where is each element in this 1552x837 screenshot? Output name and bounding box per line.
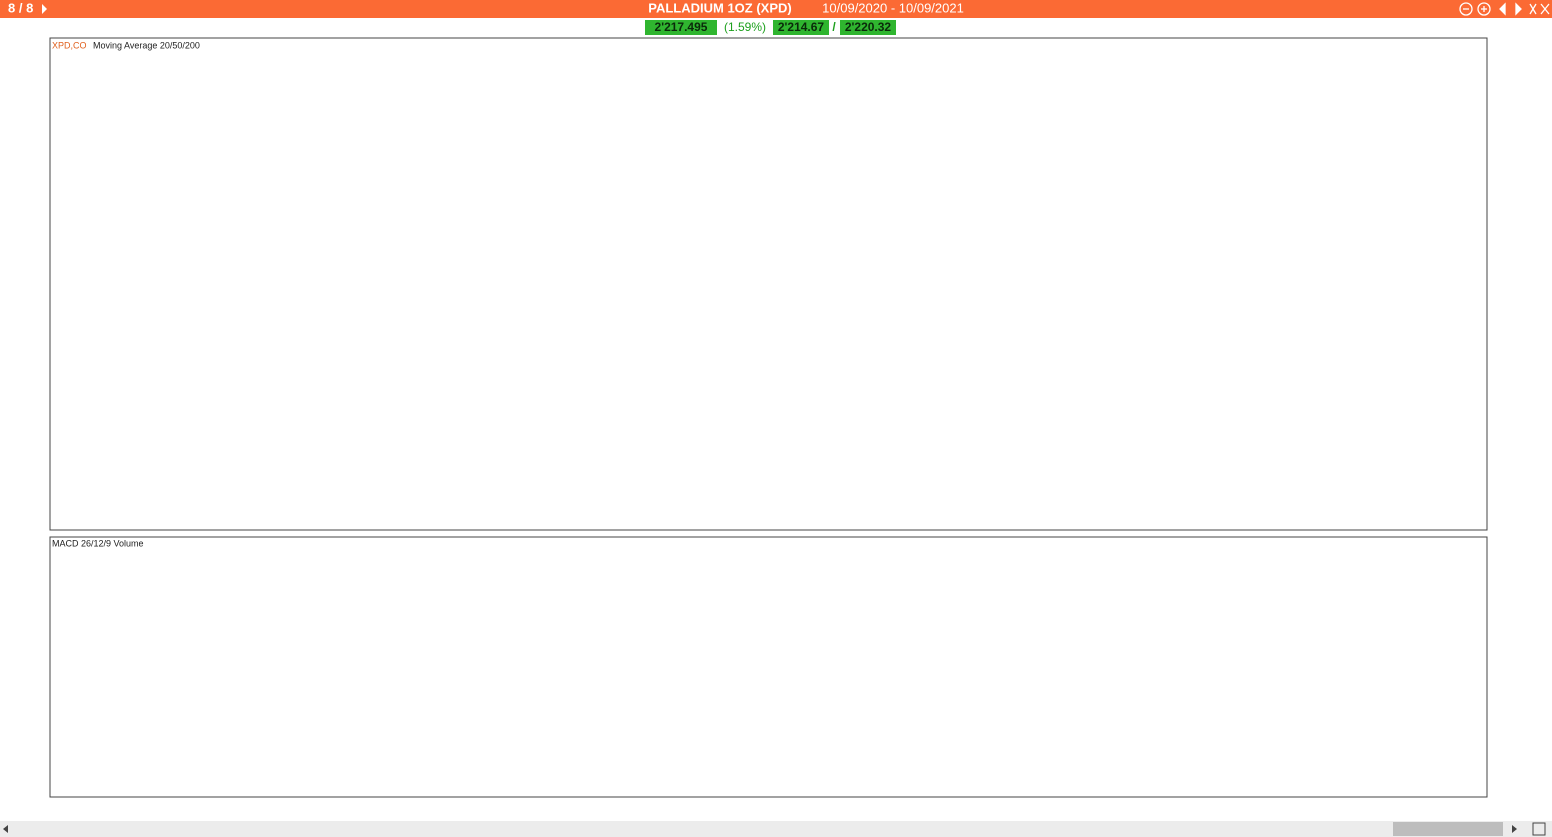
scroll-left[interactable]	[3, 825, 8, 833]
prev-button[interactable]	[1499, 2, 1506, 16]
page-counter: 8 / 8	[8, 0, 33, 15]
indicator-label: MACD 26/12/9 Volume	[52, 538, 144, 548]
macd-panel-frame	[49, 536, 1488, 798]
scroll-thumb[interactable]	[1393, 822, 1503, 836]
header-bar	[0, 0, 1552, 18]
bid-box	[773, 20, 829, 35]
ask-price: 2'220.32	[845, 20, 892, 34]
change-percent: (1.59%)	[724, 20, 766, 34]
main-panel-frame	[49, 37, 1488, 531]
window-controls	[1459, 2, 1550, 16]
zoom-in[interactable]	[1477, 2, 1491, 16]
expand-button[interactable]	[1529, 3, 1537, 15]
zoom-out[interactable]	[1459, 2, 1473, 16]
indicator-label: Moving Average 20/50/200	[93, 40, 200, 50]
settings-icon[interactable]	[1532, 822, 1546, 836]
scroll-right[interactable]	[1512, 825, 1517, 833]
bid-price: 2'214.67	[778, 20, 825, 34]
scrollbar[interactable]	[0, 821, 1552, 837]
last-price-box	[645, 20, 717, 35]
last-price: 2'217.495	[655, 20, 708, 34]
date-range: 10/09/2020 - 10/09/2021	[822, 0, 964, 15]
instrument-title: PALLADIUM 1OZ (XPD)	[648, 0, 791, 15]
series-label: XPD,CO	[52, 40, 87, 50]
ask-box	[840, 20, 896, 35]
separator: /	[832, 20, 836, 34]
next-button[interactable]	[1515, 2, 1522, 16]
next-icon[interactable]	[42, 4, 47, 14]
close-button[interactable]	[1540, 3, 1550, 15]
